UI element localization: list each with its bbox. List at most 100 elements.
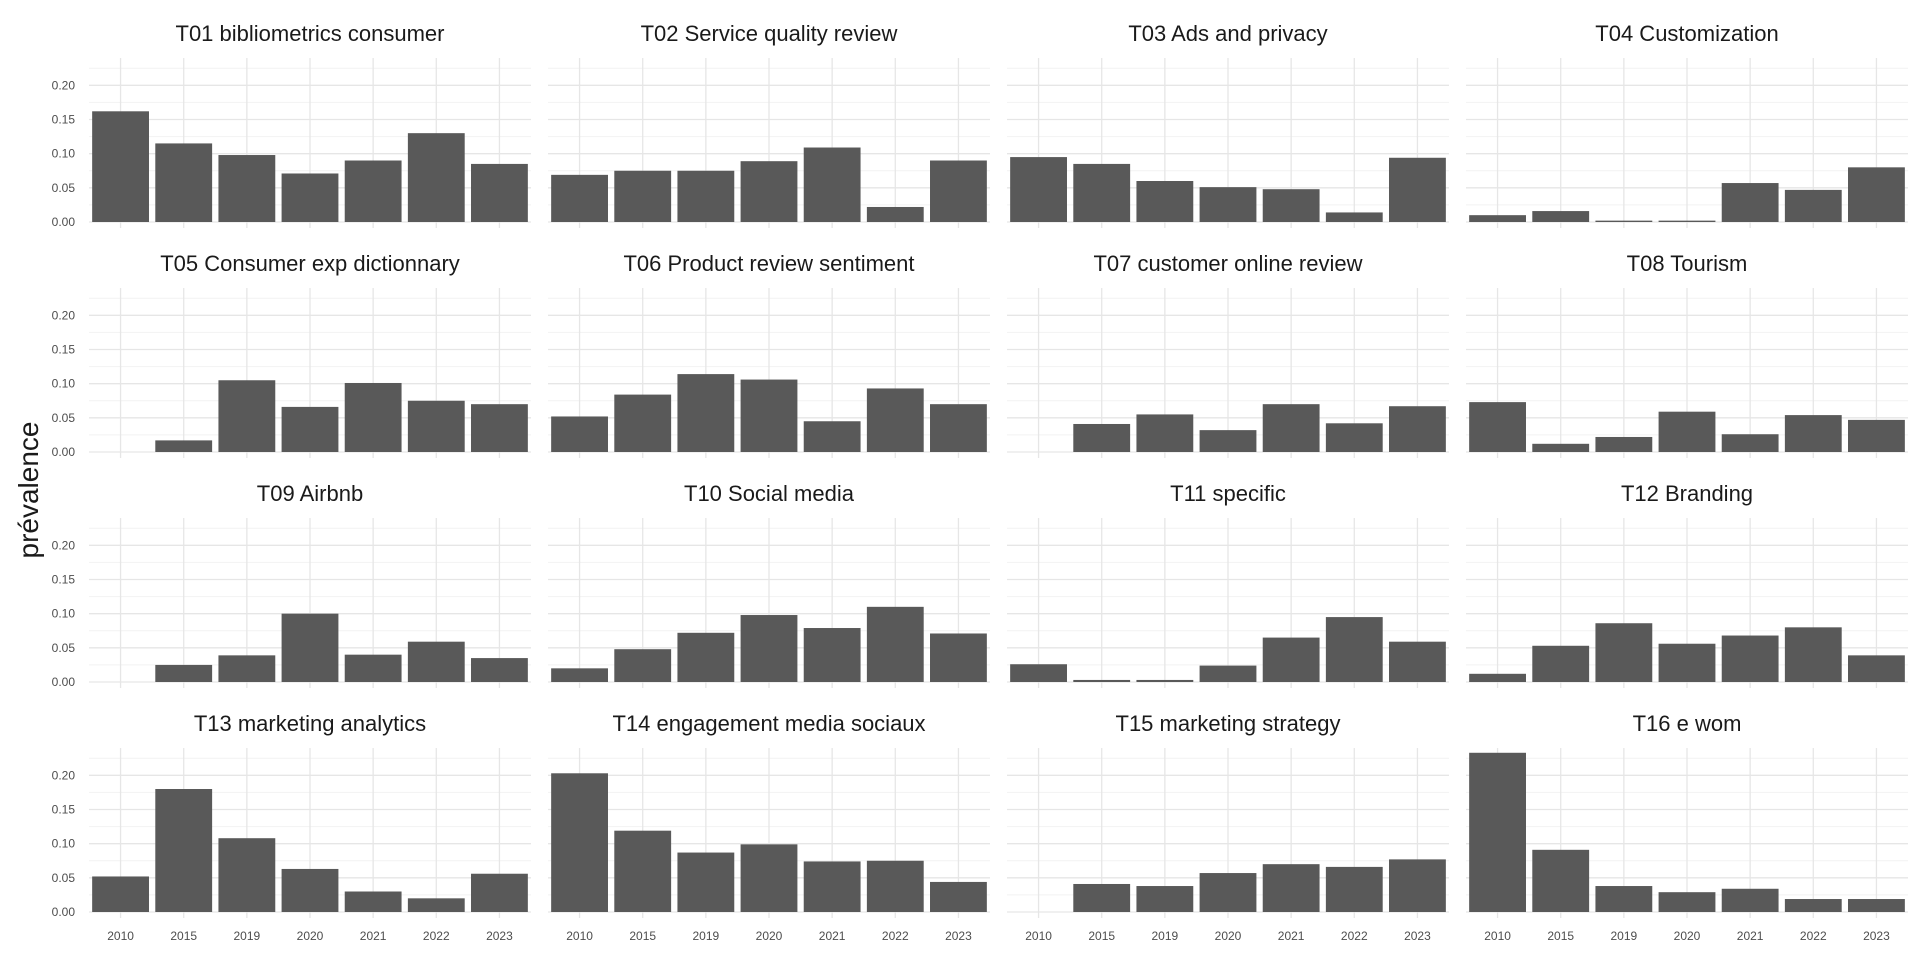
bar [551, 773, 608, 912]
y-tick-label: 0.00 [52, 215, 76, 229]
panel-title: T05 Consumer exp dictionnary [160, 251, 460, 276]
bar [281, 173, 339, 222]
bar [930, 881, 987, 912]
x-tick-label: 2022 [1800, 929, 1827, 943]
y-tick-label: 0.05 [52, 411, 76, 425]
bar [407, 133, 465, 222]
panel: T01 bibliometrics consumer 0.00 0.05 0.10 0.… [52, 21, 531, 229]
bar [1389, 157, 1446, 222]
panel: T10 Social media [548, 481, 990, 688]
panel-title: T11 specific [1170, 481, 1286, 506]
y-tick-label: 0.20 [52, 538, 76, 552]
bar [1325, 423, 1383, 452]
bar [740, 161, 798, 222]
bar [218, 838, 276, 912]
panel-title: T14 engagement media sociaux [612, 711, 925, 736]
bar [1784, 899, 1842, 912]
panel-title: T04 Customization [1595, 21, 1778, 46]
bar [930, 404, 987, 452]
bar [1658, 220, 1716, 222]
panel-title: T07 customer online review [1093, 251, 1362, 276]
bar [1848, 655, 1905, 682]
bar [803, 628, 861, 682]
bar [803, 147, 861, 222]
panel: T04 Customization [1466, 21, 1908, 228]
bar [803, 421, 861, 452]
y-tick-label: 0.05 [52, 181, 76, 195]
y-tick-label: 0.20 [52, 78, 76, 92]
bar [614, 649, 672, 682]
y-tick-label: 0.10 [52, 377, 76, 391]
bar [1784, 415, 1842, 452]
panel-title: T01 bibliometrics consumer [176, 21, 445, 46]
bar [407, 641, 465, 682]
x-tick-label: 2023 [945, 929, 972, 943]
bar [1721, 434, 1779, 452]
panel: T02 Service quality review [548, 21, 990, 228]
bar [218, 155, 276, 222]
bar [1469, 673, 1526, 682]
panel-title: T16 e wom [1633, 711, 1742, 736]
bar [1848, 167, 1905, 222]
y-axis-label: prévalence [13, 422, 44, 559]
panel: T12 Branding [1466, 481, 1908, 688]
bar [155, 440, 213, 452]
bar [1469, 402, 1526, 452]
panel: T05 Consumer exp dictionnary 0.00 0.05 0.10… [52, 251, 531, 459]
x-tick-label: 2022 [423, 929, 450, 943]
bar [1199, 665, 1257, 682]
bar [1136, 414, 1194, 452]
x-tick-label: 2019 [1152, 929, 1179, 943]
bar [344, 382, 402, 452]
bar [677, 374, 735, 452]
bar [1389, 859, 1446, 912]
panel-title: T03 Ads and privacy [1128, 21, 1327, 46]
bar [614, 830, 672, 912]
bar [344, 160, 402, 222]
bar [1073, 163, 1131, 222]
bar [677, 632, 735, 682]
bar [1595, 220, 1653, 222]
bar [1595, 436, 1653, 452]
bar [803, 861, 861, 912]
y-tick-label: 0.00 [52, 445, 76, 459]
x-tick-label: 2010 [1484, 929, 1511, 943]
bar [1784, 627, 1842, 682]
bar [1325, 866, 1383, 912]
panel: T07 customer online review [1007, 251, 1449, 458]
bar [1199, 873, 1257, 912]
x-tick-label: 2010 [107, 929, 134, 943]
bar [614, 170, 672, 222]
bar [471, 163, 528, 222]
bar [218, 655, 276, 682]
bar [407, 400, 465, 452]
panel-title: T15 marketing strategy [1116, 711, 1341, 736]
panel: T09 Airbnb 0.00 0.05 0.10 0.15 0.20 [52, 481, 531, 689]
bar [1010, 157, 1067, 222]
bar [1721, 888, 1779, 912]
bar [1658, 643, 1716, 682]
x-tick-label: 2019 [693, 929, 720, 943]
y-tick-label: 0.05 [52, 641, 76, 655]
bar [1532, 849, 1590, 912]
x-tick-label: 2020 [1674, 929, 1701, 943]
bar [1262, 637, 1320, 682]
y-tick-label: 0.00 [52, 675, 76, 689]
bar [866, 606, 924, 682]
bar [677, 170, 735, 222]
y-tick-label: 0.15 [52, 803, 76, 817]
x-tick-label: 2015 [629, 929, 656, 943]
bar [218, 380, 276, 452]
x-tick-label: 2021 [1737, 929, 1764, 943]
bar [1136, 679, 1194, 682]
bar [551, 416, 608, 452]
bar [1262, 189, 1320, 222]
panel: T13 marketing analytics 0.00 0.05 0.10 0.15 0… [52, 711, 531, 943]
bar [1073, 883, 1131, 912]
bar [1532, 443, 1590, 452]
y-tick-label: 0.05 [52, 871, 76, 885]
x-tick-label: 2020 [756, 929, 783, 943]
x-tick-label: 2020 [297, 929, 324, 943]
bar [281, 613, 339, 682]
